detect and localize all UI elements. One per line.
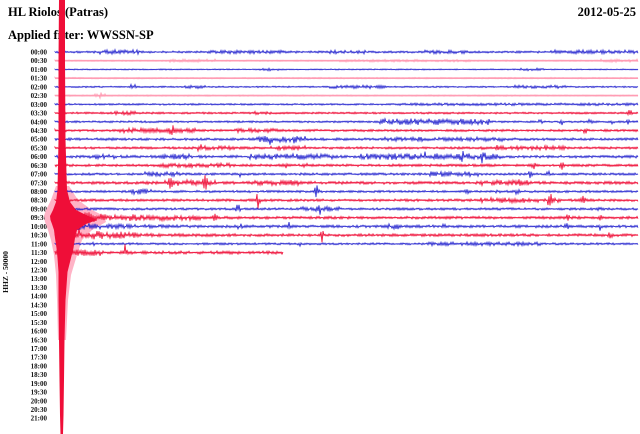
time-label: 20:30: [31, 406, 48, 414]
time-label: 03:00: [31, 101, 48, 109]
time-label: 05:30: [31, 144, 48, 152]
station-title: HL Riolos (Patras): [8, 5, 108, 19]
time-label: 14:30: [31, 301, 48, 309]
seismogram-trace-09:00: [54, 204, 639, 215]
seismogram-trace-08:30: [54, 193, 639, 209]
seismogram-trace-06:00: [54, 150, 639, 164]
time-label: 02:30: [31, 92, 48, 100]
event-clipped-band: [50, 0, 97, 434]
time-label: 16:00: [31, 328, 48, 336]
time-label: 10:00: [31, 223, 48, 231]
time-label: 08:30: [31, 197, 48, 205]
time-label: 13:00: [31, 275, 48, 283]
seismogram-trace-02:30: [54, 92, 639, 100]
seismogram-trace-04:00: [54, 117, 639, 126]
seismogram-trace-11:00: [54, 240, 639, 248]
seismogram-trace-11:30: [54, 244, 284, 257]
time-label: 06:30: [31, 162, 48, 170]
time-label: 10:30: [31, 232, 48, 240]
seismogram-trace-02:00: [54, 82, 639, 90]
seismogram-trace-10:30: [54, 228, 639, 243]
time-label: 02:00: [31, 83, 48, 91]
seismogram-trace-06:30: [54, 161, 639, 170]
time-label: 18:00: [31, 362, 48, 370]
seismogram-trace-10:00: [54, 221, 639, 231]
time-label: 08:00: [31, 188, 48, 196]
seismogram-trace-05:00: [54, 135, 639, 145]
time-label: 19:00: [31, 380, 48, 388]
time-label: 15:30: [31, 319, 48, 327]
time-label: 11:00: [31, 240, 47, 248]
seismogram-trace-05:30: [54, 143, 639, 153]
seismogram-trace-07:30: [54, 175, 639, 190]
seismogram-trace-00:00: [54, 48, 639, 56]
time-label: 01:00: [31, 66, 48, 74]
time-label: 03:30: [31, 110, 48, 118]
time-label: 19:30: [31, 389, 48, 397]
time-label: 14:00: [31, 293, 48, 301]
seismogram-trace-00:30: [54, 57, 639, 64]
seismogram-trace-01:00: [54, 67, 639, 72]
time-label: 15:00: [31, 310, 48, 318]
time-label: 07:00: [31, 171, 48, 179]
time-label: 09:30: [31, 214, 48, 222]
time-label: 06:00: [31, 153, 48, 161]
time-label: 12:30: [31, 267, 48, 275]
time-label: 01:30: [31, 75, 48, 83]
filter-label: Applied filter: WWSSN-SP: [8, 28, 154, 42]
time-label: 11:30: [31, 249, 47, 257]
seismogram-trace-08:00: [54, 185, 639, 198]
time-label: 18:30: [31, 371, 48, 379]
time-label: 05:00: [31, 136, 48, 144]
time-label: 04:30: [31, 127, 48, 135]
time-label: 12:00: [31, 258, 48, 266]
time-label: 00:00: [31, 49, 48, 57]
seismogram-trace-03:30: [54, 109, 639, 117]
time-label: 09:00: [31, 206, 48, 214]
time-label: 16:30: [31, 336, 48, 344]
seismogram-trace-09:30: [54, 207, 639, 229]
seismogram-trace-03:00: [54, 101, 639, 107]
time-label: 00:30: [31, 57, 48, 65]
seismogram-trace-07:00: [54, 169, 639, 179]
date-label: 2012-05-25: [577, 5, 636, 19]
seismogram-trace-04:30: [54, 125, 639, 135]
time-label: 07:30: [31, 179, 48, 187]
time-label: 17:30: [31, 354, 48, 362]
time-label: 20:00: [31, 397, 48, 405]
time-label: 13:30: [31, 284, 48, 292]
time-label: 04:00: [31, 118, 48, 126]
time-label: 21:00: [31, 415, 48, 423]
channel-scale-label: HHZ - 50000: [1, 251, 10, 293]
time-label: 17:00: [31, 345, 48, 353]
seismogram-trace-01:30: [54, 76, 639, 80]
